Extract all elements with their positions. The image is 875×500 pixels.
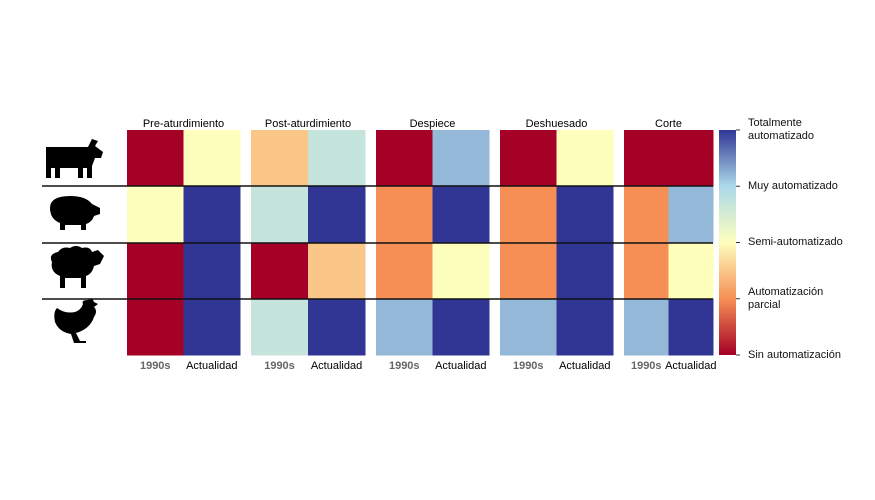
heatmap-cell: [127, 298, 184, 356]
heatmap-cell: [183, 298, 241, 356]
heatmap-cell: [251, 130, 309, 187]
colorbar: [719, 130, 736, 355]
heatmap-cell: [183, 242, 241, 300]
heatmap-cell: [668, 130, 714, 187]
heatmap-cell: [432, 298, 490, 356]
heatmap-cell: [251, 242, 309, 300]
heatmap-cell: [556, 298, 614, 356]
heatmap-cell: [183, 186, 241, 243]
column-label: Actualidad: [435, 360, 486, 372]
column-label: Actualidad: [186, 360, 237, 372]
heatmap-cell: [556, 242, 614, 300]
column-label: 1990s: [264, 360, 295, 372]
heatmap-cell: [432, 130, 490, 187]
heatmap-cell: [376, 298, 433, 356]
heatmap-cell: [432, 242, 490, 300]
heatmap-cell: [500, 186, 557, 243]
heatmap-cell: [556, 186, 614, 243]
heatmap-cell: [624, 298, 669, 356]
heatmap-cell: [668, 186, 714, 243]
column-label: 1990s: [140, 360, 171, 372]
column-label: Actualidad: [559, 360, 610, 372]
pig-icon: [50, 196, 100, 230]
heatmap-cell: [432, 186, 490, 243]
heatmap-cell: [668, 298, 714, 356]
heatmap-cell: [624, 186, 669, 243]
panel-title: Corte: [655, 118, 682, 130]
heatmap-cell: [308, 130, 366, 187]
heatmap-cell: [127, 242, 184, 300]
colorbar-label: Automatización parcial: [748, 285, 824, 311]
heatmap-cell: [183, 130, 241, 187]
heatmap-cell: [556, 130, 614, 187]
colorbar-label: Semi-automatizado: [748, 236, 843, 248]
column-label: Actualidad: [665, 360, 716, 372]
panel-title: Deshuesado: [526, 118, 588, 130]
colorbar-label: Sin automatización: [748, 348, 841, 361]
cow-icon: [46, 139, 103, 178]
sheep-icon: [50, 246, 104, 288]
heatmap-cell: [624, 242, 669, 300]
column-label: 1990s: [631, 360, 662, 372]
heatmap-cell: [251, 186, 309, 243]
column-label: 1990s: [389, 360, 420, 372]
heatmap-cell: [308, 298, 366, 356]
row-separators: [42, 185, 713, 300]
heatmap-cell: [376, 130, 433, 187]
heatmap-cell: [376, 242, 433, 300]
heatmap-cell: [376, 186, 433, 243]
chicken-icon: [54, 298, 98, 343]
heatmap-cell: [500, 130, 557, 187]
heatmap-cell: [127, 130, 184, 187]
panel-title: Post-aturdimiento: [265, 118, 351, 130]
column-label: 1990s: [513, 360, 544, 372]
heatmap-cell: [127, 186, 184, 243]
panel-title: Despiece: [410, 118, 456, 130]
heatmap-cell: [251, 298, 309, 356]
heatmap-cell: [308, 242, 366, 300]
colorbar-label: Totalmente automatizado: [748, 117, 815, 142]
animal-icons: [46, 139, 104, 343]
heatmap-cell: [500, 242, 557, 300]
heatmap-cell: [308, 186, 366, 243]
heatmap-cell: [500, 298, 557, 356]
panel-title: Pre-aturdimiento: [143, 118, 224, 130]
heatmap-cell: [668, 242, 714, 300]
colorbar-label: Muy automatizado: [748, 179, 838, 192]
column-label: Actualidad: [311, 360, 362, 372]
heatmap-cell: [624, 130, 669, 187]
